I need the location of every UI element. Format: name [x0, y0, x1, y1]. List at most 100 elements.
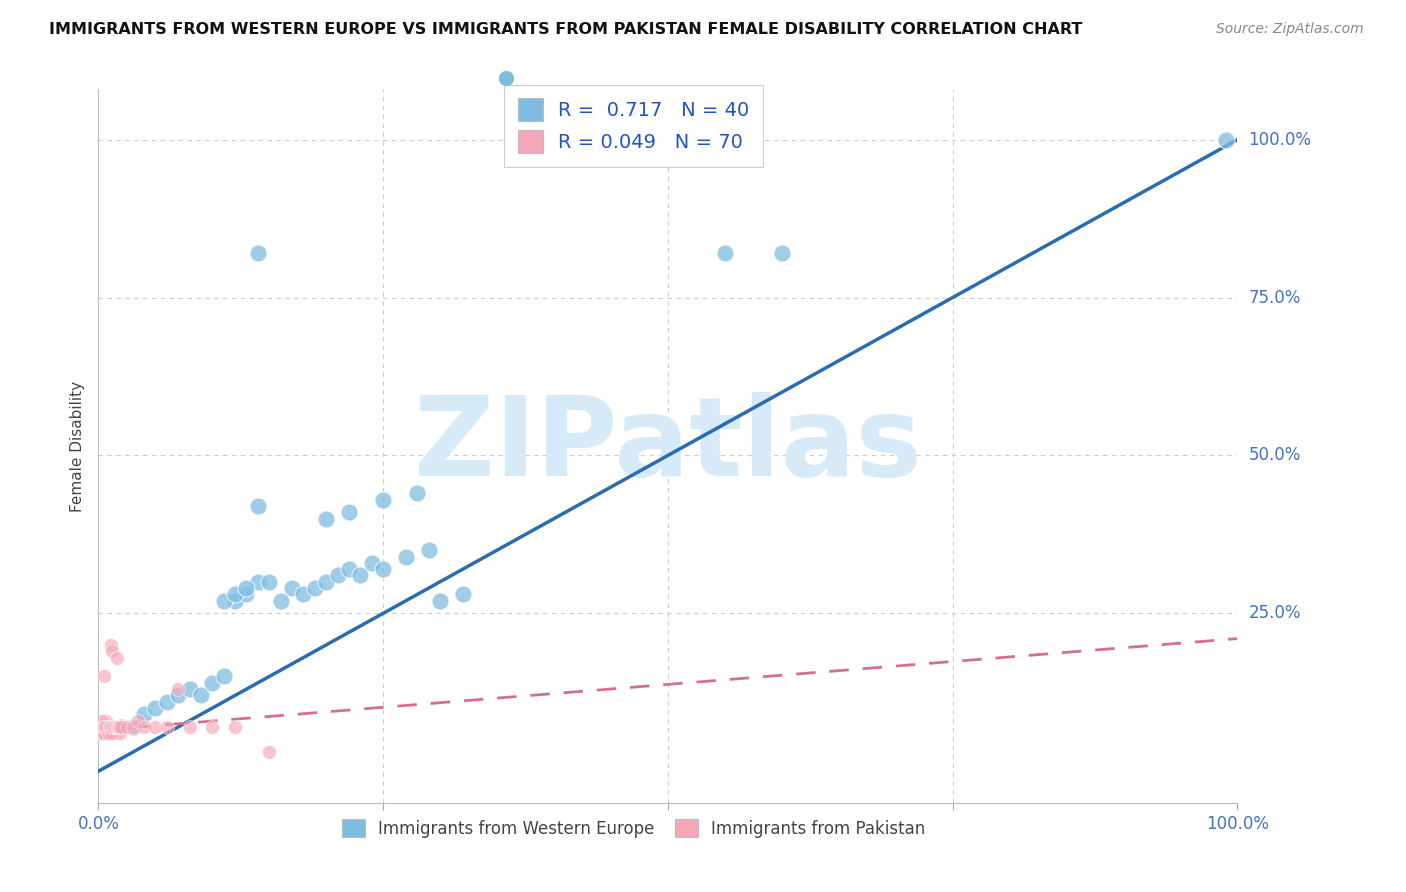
- Text: ZIPatlas: ZIPatlas: [413, 392, 922, 500]
- Point: [105, 650, 128, 665]
- Point: [201, 720, 224, 734]
- Point: [429, 593, 451, 607]
- Point: [224, 720, 246, 734]
- Point: [103, 720, 125, 734]
- Text: 75.0%: 75.0%: [1249, 289, 1301, 307]
- Point: [104, 726, 127, 740]
- Point: [395, 549, 418, 564]
- Point: [179, 720, 201, 734]
- Point: [156, 695, 179, 709]
- Point: [93, 720, 115, 734]
- Point: [89, 726, 111, 740]
- Point: [1215, 133, 1237, 147]
- Point: [108, 720, 131, 734]
- Point: [100, 720, 122, 734]
- Point: [108, 720, 131, 734]
- Point: [100, 638, 122, 652]
- Point: [121, 720, 143, 734]
- Point: [107, 720, 129, 734]
- Point: [91, 726, 114, 740]
- Point: [349, 568, 371, 582]
- Point: [110, 720, 132, 734]
- Point: [190, 689, 212, 703]
- Point: [132, 720, 155, 734]
- Point: [91, 720, 114, 734]
- Point: [96, 726, 118, 740]
- Point: [94, 720, 117, 734]
- Point: [167, 689, 190, 703]
- Text: 50.0%: 50.0%: [1249, 447, 1301, 465]
- Point: [96, 720, 118, 734]
- Point: [97, 726, 120, 740]
- Point: [104, 720, 127, 734]
- Point: [96, 720, 118, 734]
- Y-axis label: Female Disability: Female Disability: [70, 380, 86, 512]
- Point: [98, 720, 121, 734]
- Point: [714, 246, 737, 260]
- Point: [97, 720, 120, 734]
- Point: [105, 720, 128, 734]
- Point: [110, 720, 132, 734]
- Point: [90, 726, 112, 740]
- Point: [90, 720, 112, 734]
- Point: [121, 720, 143, 734]
- Point: [224, 593, 246, 607]
- Point: [246, 246, 269, 260]
- Legend: Immigrants from Western Europe, Immigrants from Pakistan: Immigrants from Western Europe, Immigran…: [335, 813, 932, 845]
- Point: [101, 726, 124, 740]
- Point: [94, 720, 117, 734]
- Point: [103, 720, 125, 734]
- Point: [156, 720, 179, 734]
- Point: [337, 562, 360, 576]
- Point: [93, 720, 115, 734]
- Point: [371, 562, 394, 576]
- Point: [235, 587, 257, 601]
- Point: [90, 714, 112, 728]
- Point: [101, 644, 124, 658]
- Point: [108, 720, 131, 734]
- Point: [451, 587, 474, 601]
- Point: [111, 720, 134, 734]
- Text: 25.0%: 25.0%: [1249, 605, 1301, 623]
- Point: [145, 701, 167, 715]
- Point: [97, 720, 120, 734]
- Point: [212, 669, 235, 683]
- Point: [103, 720, 125, 734]
- Point: [259, 574, 281, 589]
- Point: [100, 720, 122, 734]
- Point: [246, 499, 269, 513]
- Point: [90, 720, 112, 734]
- Point: [406, 486, 429, 500]
- Point: [96, 714, 118, 728]
- Point: [104, 720, 127, 734]
- Point: [179, 682, 201, 697]
- Point: [224, 587, 246, 601]
- Point: [101, 726, 124, 740]
- Point: [107, 720, 129, 734]
- Point: [105, 720, 128, 734]
- Point: [108, 720, 131, 734]
- Point: [315, 574, 337, 589]
- Point: [96, 720, 118, 734]
- Point: [90, 726, 112, 740]
- Text: Source: ZipAtlas.com: Source: ZipAtlas.com: [1216, 22, 1364, 37]
- Point: [770, 246, 793, 260]
- Point: [103, 720, 125, 734]
- Point: [281, 581, 304, 595]
- Point: [91, 720, 114, 734]
- Point: [235, 581, 257, 595]
- Point: [93, 726, 115, 740]
- Point: [418, 543, 440, 558]
- Point: [110, 720, 132, 734]
- Point: [304, 581, 326, 595]
- Point: [98, 720, 121, 734]
- Point: [127, 714, 149, 728]
- Point: [96, 726, 118, 740]
- Point: [201, 675, 224, 690]
- Point: [259, 745, 281, 759]
- Point: [326, 568, 349, 582]
- Point: [107, 720, 129, 734]
- Point: [108, 720, 131, 734]
- Point: [246, 574, 269, 589]
- Point: [110, 720, 132, 734]
